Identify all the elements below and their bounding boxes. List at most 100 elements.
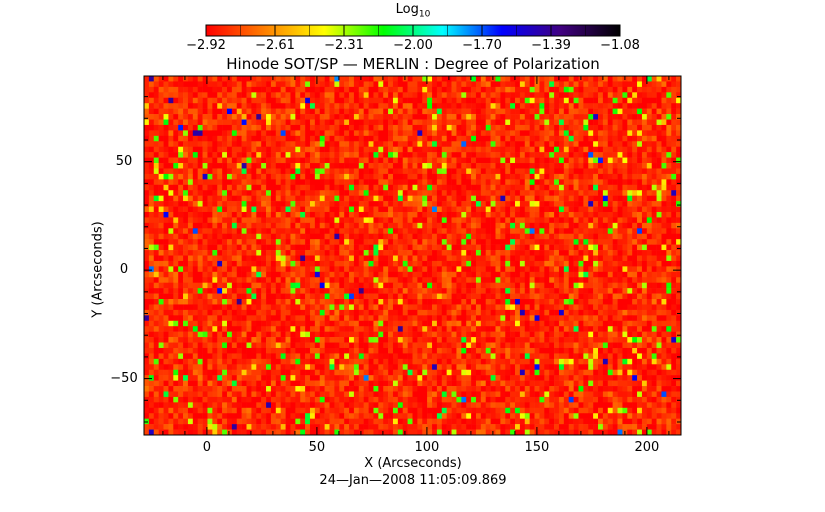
heatmap-cell xyxy=(402,97,408,104)
heatmap-cell xyxy=(275,271,281,278)
heatmap-cell xyxy=(646,250,653,256)
heatmap-cell xyxy=(368,228,374,235)
heatmap-cell xyxy=(598,168,604,175)
heatmap-cell xyxy=(402,130,408,137)
heatmap-cell xyxy=(573,282,579,289)
heatmap-cell xyxy=(568,315,574,322)
heatmap-cell xyxy=(329,217,335,224)
heatmap-cell xyxy=(397,168,404,175)
heatmap-cell xyxy=(236,244,242,251)
heatmap-cell xyxy=(529,86,535,93)
heatmap-cell xyxy=(549,168,555,175)
heatmap-cell xyxy=(475,282,482,289)
heatmap-cell xyxy=(368,309,374,316)
heatmap-cell xyxy=(549,217,555,224)
heatmap-cell xyxy=(319,282,325,289)
heatmap-cell xyxy=(183,255,189,262)
heatmap-cell xyxy=(558,119,565,126)
heatmap-cell xyxy=(241,76,247,82)
heatmap-cell xyxy=(305,206,311,213)
heatmap-cell xyxy=(524,266,530,273)
heatmap-cell xyxy=(290,299,296,305)
heatmap-cell xyxy=(578,173,584,180)
heatmap-cell xyxy=(363,108,369,115)
heatmap-cell xyxy=(568,222,574,229)
heatmap-cell xyxy=(300,195,306,202)
heatmap-cell xyxy=(373,206,379,213)
heatmap-cell xyxy=(251,239,257,245)
heatmap-cell xyxy=(456,184,462,191)
heatmap-cell xyxy=(202,222,208,229)
heatmap-cell xyxy=(197,250,203,256)
heatmap-cell xyxy=(256,81,262,88)
heatmap-cell xyxy=(256,299,262,305)
heatmap-cell xyxy=(485,233,491,240)
heatmap-cell xyxy=(388,168,394,175)
heatmap-cell xyxy=(383,211,389,218)
heatmap-cell xyxy=(373,108,379,115)
heatmap-cell xyxy=(266,293,272,300)
heatmap-cell xyxy=(309,195,316,202)
heatmap-cell xyxy=(612,244,618,251)
heatmap-cell xyxy=(475,81,482,88)
heatmap-cell xyxy=(676,271,682,278)
heatmap-cell xyxy=(236,141,242,148)
heatmap-cell xyxy=(471,222,477,229)
heatmap-cell xyxy=(583,282,589,289)
heatmap-cell xyxy=(173,239,179,245)
heatmap-cell xyxy=(558,255,565,262)
heatmap-cell xyxy=(441,211,447,218)
heatmap-cell xyxy=(207,114,213,120)
heatmap-cell xyxy=(217,190,223,196)
heatmap-cell xyxy=(656,293,662,300)
heatmap-cell xyxy=(353,76,360,82)
heatmap-cell xyxy=(148,157,155,164)
heatmap-cell xyxy=(241,119,247,126)
heatmap-cell xyxy=(173,179,179,186)
heatmap-cell xyxy=(222,277,228,283)
heatmap-cell xyxy=(646,315,653,322)
heatmap-cell xyxy=(148,250,155,256)
heatmap-cell xyxy=(495,157,501,164)
heatmap-cell xyxy=(207,282,213,289)
heatmap-cell xyxy=(583,309,589,316)
heatmap-cell xyxy=(349,222,355,229)
heatmap-cell xyxy=(637,119,643,126)
heatmap-cell xyxy=(451,86,457,93)
heatmap-cell xyxy=(544,141,550,148)
heatmap-cell xyxy=(329,135,335,142)
heatmap-cell xyxy=(461,282,467,289)
heatmap-cell xyxy=(549,206,555,213)
heatmap-cell xyxy=(270,76,277,82)
heatmap-cell xyxy=(505,304,511,311)
heatmap-cell xyxy=(270,124,277,131)
heatmap-cell xyxy=(656,309,662,316)
heatmap-cell xyxy=(637,163,643,169)
heatmap-cell xyxy=(178,228,184,235)
heatmap-cell xyxy=(363,217,369,224)
heatmap-cell xyxy=(583,119,589,126)
heatmap-cell xyxy=(475,108,482,115)
heatmap-cell xyxy=(353,184,360,191)
heatmap-cell xyxy=(422,255,428,262)
heatmap-cell xyxy=(593,163,599,169)
heatmap-cell xyxy=(656,146,662,153)
heatmap-cell xyxy=(339,124,345,131)
heatmap-cell xyxy=(475,124,482,131)
heatmap-cell xyxy=(461,304,467,311)
heatmap-cell xyxy=(607,76,613,82)
heatmap-cell xyxy=(207,141,213,148)
heatmap-cell xyxy=(602,179,609,186)
heatmap-cell xyxy=(461,130,467,137)
heatmap-cell xyxy=(324,76,330,82)
heatmap-cell xyxy=(397,217,404,224)
heatmap-cell xyxy=(510,119,516,126)
heatmap-cell xyxy=(627,81,633,88)
heatmap-cell xyxy=(554,184,560,191)
heatmap-cell xyxy=(236,282,242,289)
heatmap-cell xyxy=(661,277,667,283)
heatmap-cell xyxy=(363,222,369,229)
heatmap-cell xyxy=(534,255,540,262)
heatmap-cell xyxy=(251,244,257,251)
heatmap-cell xyxy=(309,293,316,300)
